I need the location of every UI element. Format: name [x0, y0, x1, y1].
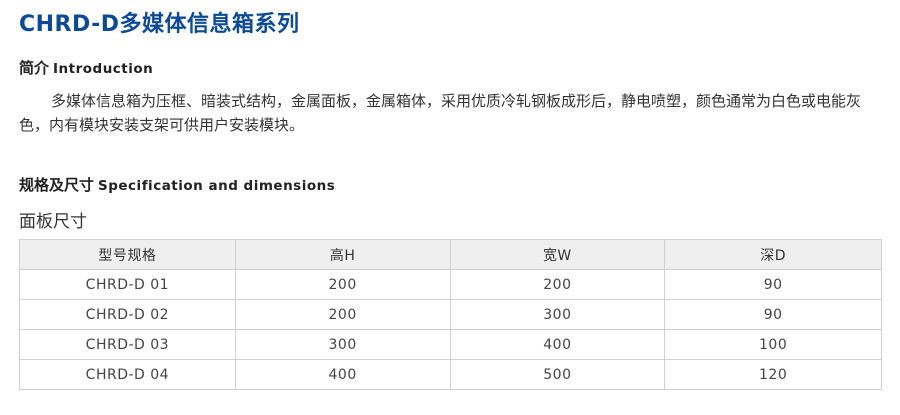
- cell-height: 400: [234, 359, 451, 390]
- table-row: CHRD-D 01 200 200 90: [19, 269, 882, 300]
- cell-depth: 120: [664, 359, 882, 390]
- cell-model: CHRD-D 01: [19, 269, 236, 300]
- header-model: 型号规格: [19, 239, 236, 270]
- header-width: 宽W: [449, 239, 666, 270]
- cell-depth: 100: [664, 329, 882, 360]
- cell-depth: 90: [664, 269, 882, 300]
- intro-heading-en: Introduction: [53, 61, 154, 77]
- cell-width: 500: [449, 359, 666, 390]
- cell-height: 300: [234, 329, 451, 360]
- header-height: 高H: [234, 239, 451, 270]
- cell-model: CHRD-D 03: [19, 329, 236, 360]
- cell-depth: 90: [664, 299, 882, 330]
- header-depth: 深D: [664, 239, 882, 270]
- table-row: CHRD-D 04 400 500 120: [19, 359, 882, 390]
- intro-text: 多媒体信息箱为压框、暗装式结构，金属面板，金属箱体，采用优质冷轧钢板成形后，静电…: [19, 92, 862, 134]
- spec-heading-cn: 规格及尺寸: [19, 176, 95, 194]
- table-row: CHRD-D 03 300 400 100: [19, 329, 882, 360]
- cell-model: CHRD-D 04: [19, 359, 236, 390]
- cell-height: 200: [234, 269, 451, 300]
- cell-width: 300: [449, 299, 666, 330]
- cell-width: 200: [449, 269, 666, 300]
- panel-size-subheading: 面板尺寸: [19, 212, 87, 232]
- spec-heading: 规格及尺寸 Specification and dimensions: [19, 174, 335, 195]
- cell-height: 200: [234, 299, 451, 330]
- table-row: CHRD-D 02 200 300 90: [19, 299, 882, 330]
- spec-heading-en: Specification and dimensions: [98, 178, 336, 194]
- cell-width: 400: [449, 329, 666, 360]
- table-header-row: 型号规格 高H 宽W 深D: [19, 239, 882, 270]
- intro-heading: 简介 Introduction: [19, 57, 153, 78]
- intro-heading-cn: 简介: [19, 59, 50, 77]
- page-title: CHRD-D多媒体信息箱系列: [19, 12, 300, 37]
- dimensions-table: 型号规格 高H 宽W 深D CHRD-D 01 200 200 90 CHRD-…: [19, 239, 882, 390]
- cell-model: CHRD-D 02: [19, 299, 236, 330]
